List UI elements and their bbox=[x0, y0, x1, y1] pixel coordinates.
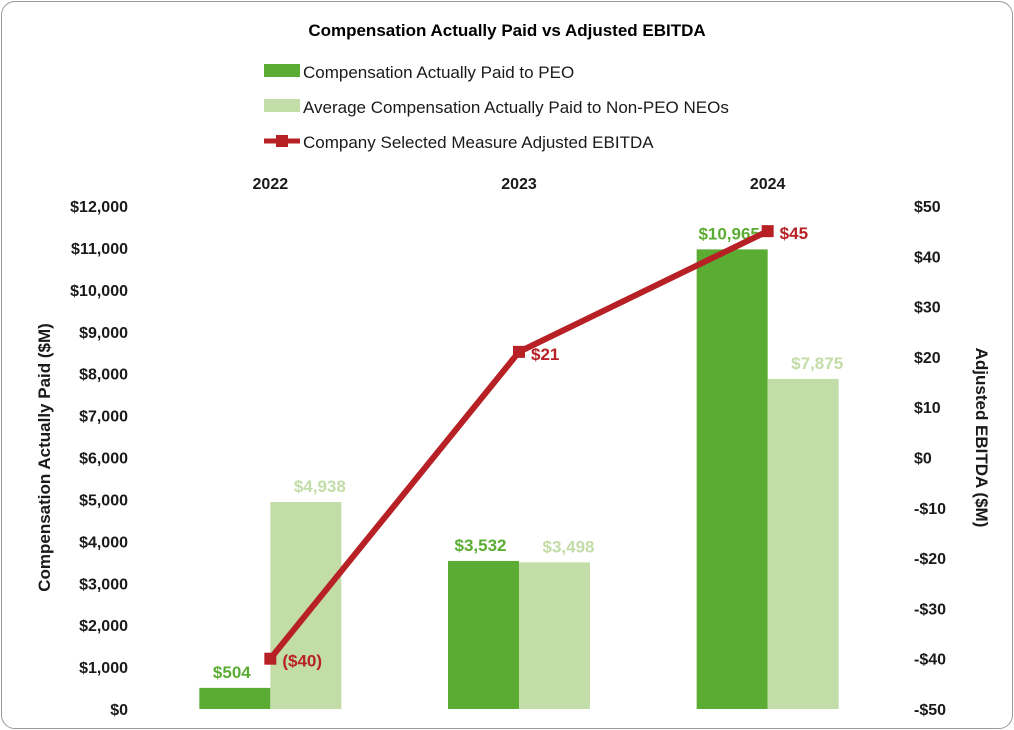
ebitda-marker-2023 bbox=[513, 345, 525, 358]
data-label-ebitda-2023: $21 bbox=[531, 345, 559, 364]
data-label-non-peo-2023: $3,498 bbox=[543, 537, 595, 556]
left-y-tick-label: $0 bbox=[110, 702, 128, 719]
right-y-tick-label: $30 bbox=[914, 300, 941, 317]
bar-peo-2023 bbox=[448, 560, 519, 709]
data-label-peo-2023: $3,532 bbox=[455, 536, 507, 555]
category-label-2024: 2024 bbox=[750, 176, 786, 193]
category-label-2023: 2023 bbox=[501, 176, 537, 193]
bar-non-peo-2024 bbox=[767, 378, 839, 709]
right-axis-title: Adjusted EBITDA ($M) bbox=[972, 348, 991, 528]
chart-title: Compensation Actually Paid vs Adjusted E… bbox=[308, 21, 705, 40]
left-y-tick-label: $3,000 bbox=[79, 576, 128, 593]
bar-peo-2024 bbox=[696, 249, 768, 710]
left-y-tick-label: $6,000 bbox=[79, 451, 128, 468]
left-y-tick-label: $8,000 bbox=[79, 367, 128, 384]
bar-non-peo-2023 bbox=[519, 562, 590, 709]
left-y-tick-label: $5,000 bbox=[79, 492, 128, 509]
right-y-tick-label: $10 bbox=[914, 400, 941, 417]
ebitda-marker-2024 bbox=[761, 225, 774, 238]
category-label-2022: 2022 bbox=[253, 176, 289, 193]
right-y-tick-label: -$50 bbox=[914, 702, 946, 719]
right-y-tick-label: $0 bbox=[914, 451, 932, 468]
right-y-tick-label: $50 bbox=[914, 199, 941, 216]
left-y-tick-label: $10,000 bbox=[70, 283, 128, 300]
legend-swatch-non-peo bbox=[264, 99, 300, 112]
data-label-non-peo-2022: $4,938 bbox=[294, 477, 346, 496]
left-y-tick-label: $1,000 bbox=[79, 660, 128, 677]
right-y-tick-label: -$10 bbox=[914, 501, 946, 518]
right-y-tick-label: -$40 bbox=[914, 652, 946, 669]
left-y-tick-label: $2,000 bbox=[79, 618, 128, 635]
left-y-tick-label: $9,000 bbox=[79, 325, 128, 342]
data-label-ebitda-2024: $45 bbox=[780, 224, 808, 243]
left-y-tick-label: $7,000 bbox=[79, 409, 128, 426]
left-y-tick-label: $4,000 bbox=[79, 534, 128, 551]
bar-non-peo-2022 bbox=[270, 502, 342, 709]
legend-label-peo: Compensation Actually Paid to PEO bbox=[303, 63, 574, 82]
left-axis-title: Compensation Actually Paid ($M) bbox=[35, 323, 54, 592]
right-y-tick-label: -$20 bbox=[914, 551, 946, 568]
legend-label-ebitda: Company Selected Measure Adjusted EBITDA bbox=[303, 133, 654, 152]
right-y-tick-label: -$30 bbox=[914, 601, 946, 618]
ebitda-marker-2022 bbox=[264, 652, 277, 665]
data-label-peo-2022: $504 bbox=[213, 663, 251, 682]
left-y-tick-label: $11,000 bbox=[71, 241, 128, 258]
legend-swatch-ebitda-marker bbox=[276, 135, 288, 147]
right-y-tick-label: $40 bbox=[914, 249, 941, 266]
right-y-tick-label: $20 bbox=[914, 350, 941, 367]
left-y-tick-label: $12,000 bbox=[70, 199, 128, 216]
legend-swatch-peo bbox=[264, 64, 300, 77]
data-label-ebitda-2022: ($40) bbox=[282, 652, 322, 671]
data-label-non-peo-2024: $7,875 bbox=[791, 354, 843, 373]
legend-label-non-peo: Average Compensation Actually Paid to No… bbox=[303, 98, 729, 117]
data-label-peo-2024: $10,965 bbox=[698, 224, 759, 243]
bar-peo-2022 bbox=[199, 687, 271, 709]
